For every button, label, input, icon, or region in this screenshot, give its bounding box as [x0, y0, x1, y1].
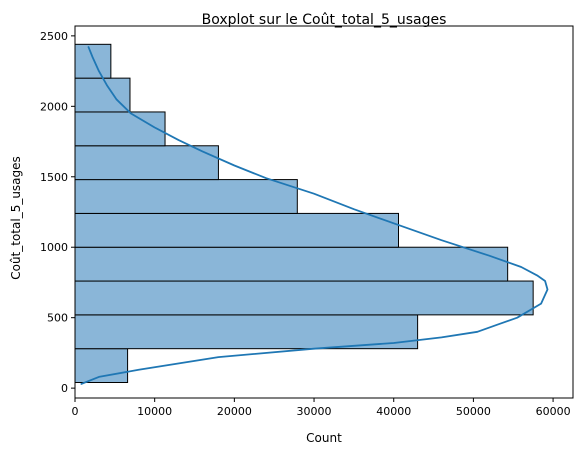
kde-line [80, 46, 549, 385]
histogram-bar [74, 179, 298, 214]
histogram-bar [74, 314, 419, 350]
y-axis-label: Coût_total_5_usages [9, 156, 23, 280]
histogram-bar [74, 280, 534, 316]
x-tick-label: 40000 [376, 405, 411, 418]
histogram-bar [74, 77, 131, 113]
x-tick-label: 30000 [297, 405, 332, 418]
kde-group [80, 46, 549, 385]
histogram-bar [74, 145, 219, 181]
x-tick-label: 60000 [536, 405, 571, 418]
plot-frame [74, 25, 574, 399]
x-tick-label: 20000 [217, 405, 252, 418]
y-tick-label: 1500 [40, 171, 68, 184]
histogram-bar [74, 246, 509, 282]
y-tick-label: 500 [47, 312, 68, 325]
x-tick-label: 50000 [456, 405, 491, 418]
chart-title: Boxplot sur le Coût_total_5_usages [202, 12, 447, 28]
histogram-bar [74, 348, 129, 384]
histogram-bar [74, 212, 400, 248]
x-ticks-group: 0 10000 20000 30000 40000 50000 60000 [72, 398, 571, 418]
y-tick-label: 0 [61, 382, 68, 395]
x-tick-label: 10000 [137, 405, 172, 418]
y-tick-label: 1000 [40, 241, 68, 254]
x-axis-label: Count [306, 431, 342, 445]
y-tick-label: 2000 [40, 100, 68, 113]
y-ticks-group: 0 500 1000 1500 2000 2500 [40, 30, 75, 395]
histogram-bar [74, 43, 112, 79]
x-tick-label: 0 [72, 405, 79, 418]
bars-group [74, 43, 534, 384]
histogram-bar [74, 111, 166, 147]
y-tick-label: 2500 [40, 30, 68, 43]
